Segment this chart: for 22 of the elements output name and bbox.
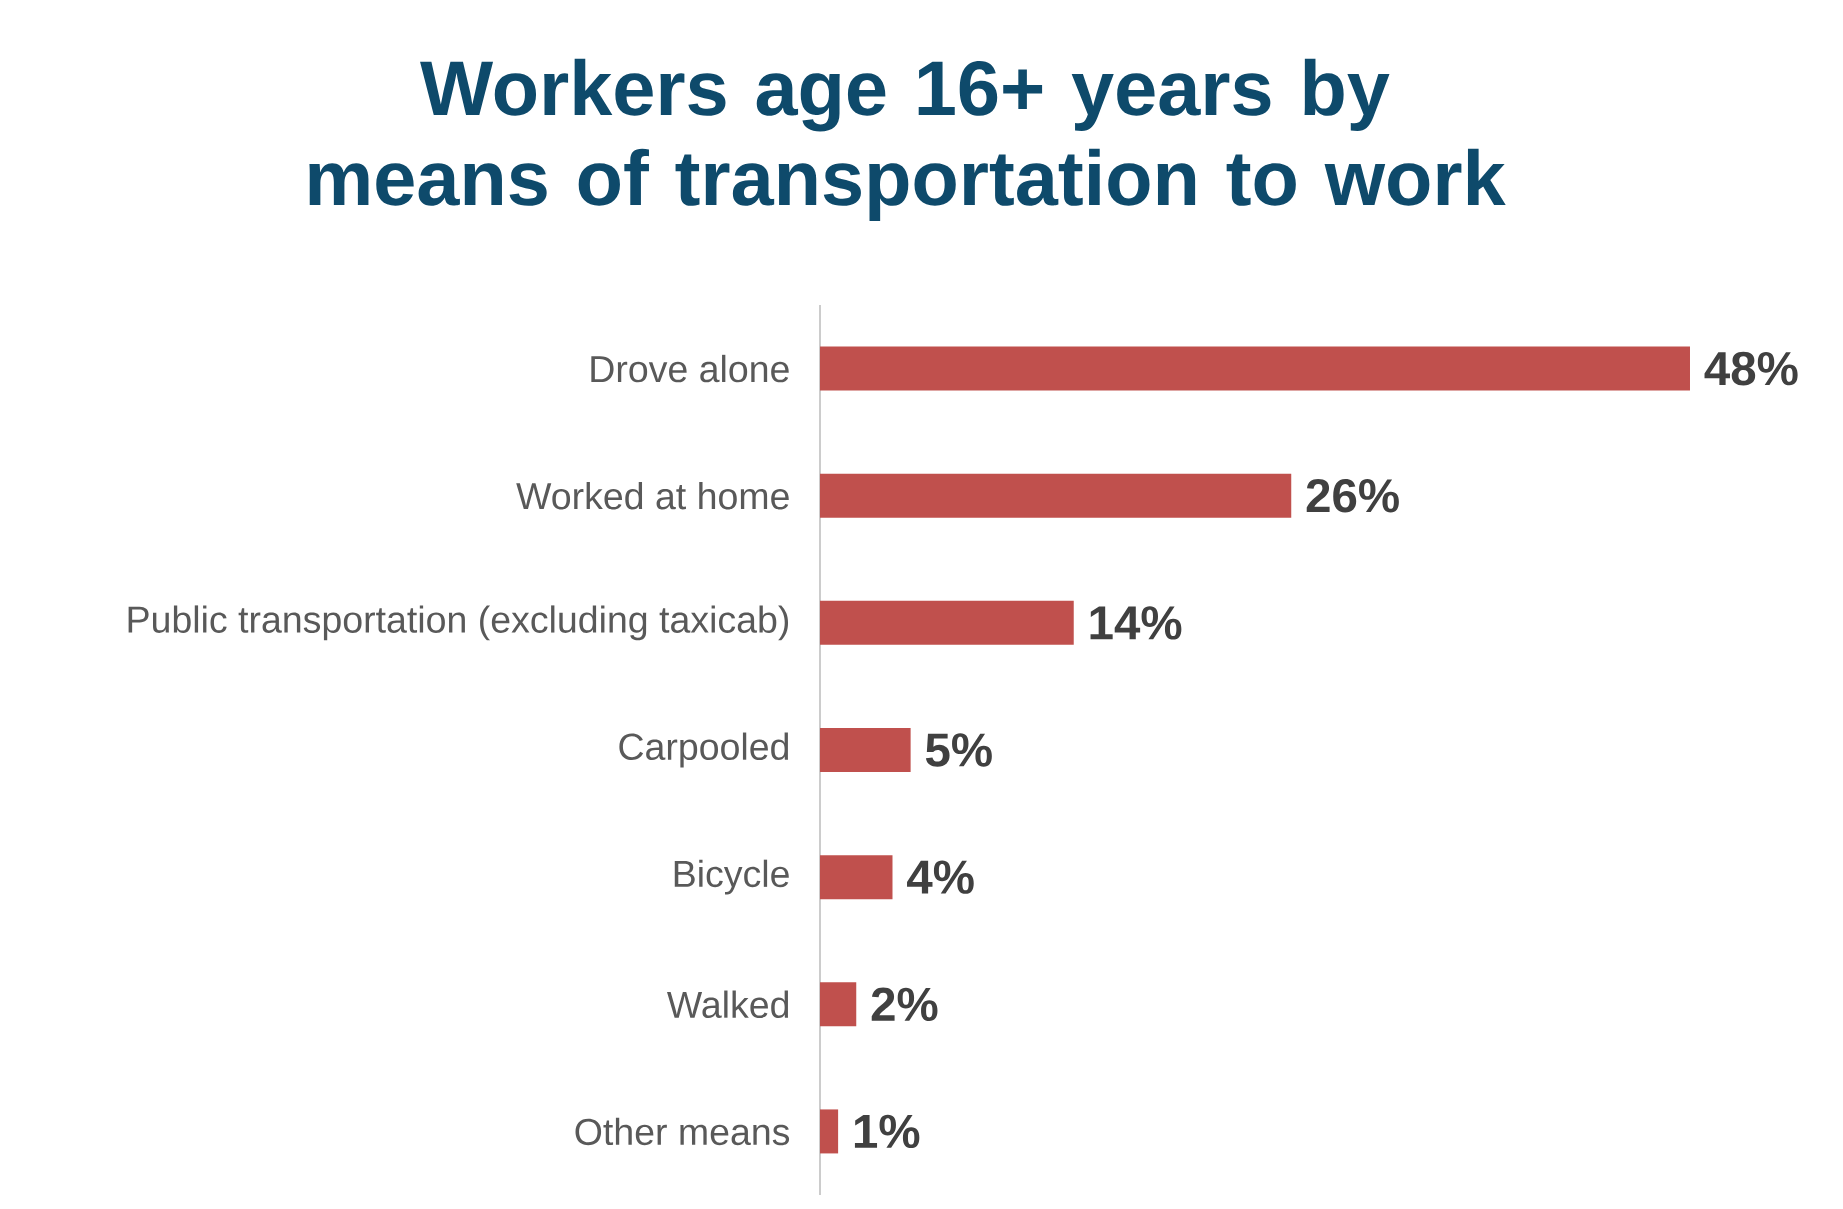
data-label: 5% [925,733,992,767]
bar [819,855,893,900]
data-label: 14% [1090,606,1182,640]
y-tick-label: Drove alone [591,354,789,383]
y-tick-label: Carpooled [619,732,789,768]
bar [819,728,911,772]
bar [819,346,1690,391]
bar [819,473,1292,518]
bar [819,600,1074,645]
data-label: 2% [871,987,938,1022]
y-tick-label: Worked at home [516,481,789,510]
data-label: 4% [907,860,974,894]
y-tick-label: Walked [667,990,789,1019]
y-tick-label: Bicycle [674,859,789,895]
data-label: 1% [854,1114,920,1149]
bar [819,982,857,1027]
data-label: 26% [1306,478,1399,513]
bar [819,1109,839,1154]
chart-title: Workers age 16+ years by means of transportation to work [309,58,1506,222]
y-tick-label: Other means [575,1117,790,1146]
y-tick-label: Public transportation (excluding taxicab) [128,605,789,641]
data-label: 48% [1704,351,1798,386]
